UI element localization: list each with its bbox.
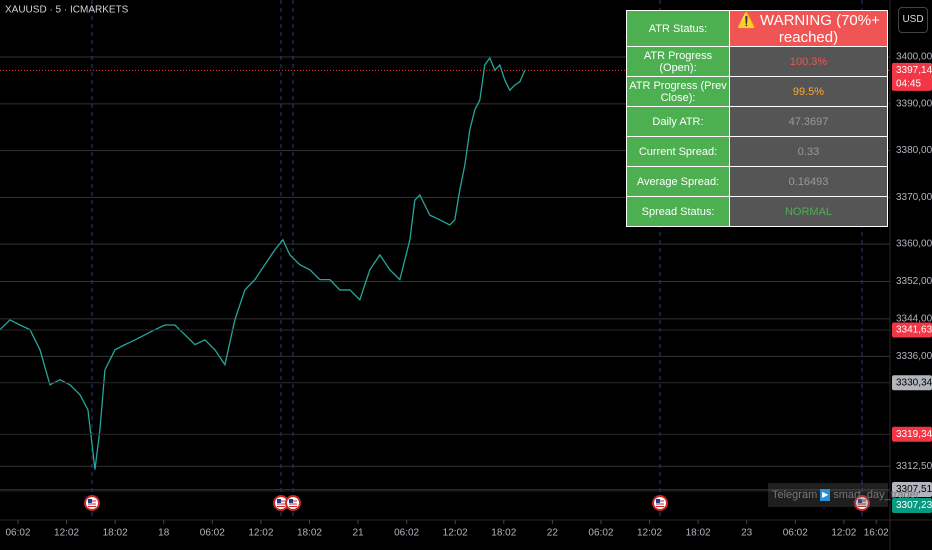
atr-label: Spread Status: xyxy=(626,196,730,227)
y-tick-label: 3370,00 xyxy=(896,192,932,203)
watermark-site: Telegram xyxy=(772,489,818,501)
price-countdown: 04:45 xyxy=(896,79,921,90)
x-tick-label: 06:02 xyxy=(200,528,225,539)
x-tick-label: 06:02 xyxy=(394,528,419,539)
atr-value: 0.16493 xyxy=(729,166,888,197)
grid xyxy=(0,56,890,467)
currency-button[interactable]: USD xyxy=(898,7,928,33)
atr-value: NORMAL xyxy=(729,196,888,227)
x-tick-label: 12:02 xyxy=(637,528,662,539)
event-flag[interactable] xyxy=(854,495,870,511)
atr-value: 0.33 xyxy=(729,136,888,167)
price-tag-label: 3319,34 xyxy=(896,429,932,440)
event-flag[interactable] xyxy=(652,495,668,511)
price-tag-label: 3397,14 xyxy=(896,65,932,76)
chart-title: XAUUSD · 5 · ICMARKETS xyxy=(5,5,129,16)
atr-row: ATR Progress (Prev Close): 99.5% xyxy=(626,76,888,107)
x-tick-label: 18 xyxy=(158,528,170,539)
price-tag-label: 3307,23 xyxy=(896,500,932,511)
x-tick-label: 21 xyxy=(352,528,364,539)
atr-row: Daily ATR: 47.3697 xyxy=(626,106,888,137)
x-tick-label: 12:02 xyxy=(443,528,468,539)
y-tick-label: 3400,00 xyxy=(896,52,932,63)
event-lines xyxy=(91,0,863,520)
x-tick-label: 22 xyxy=(547,528,559,539)
atr-label: Average Spread: xyxy=(626,166,730,197)
y-tick-label: 3336,00 xyxy=(896,351,932,362)
price-tag xyxy=(892,322,932,338)
event-flag[interactable] xyxy=(285,495,301,511)
x-tick-label: 12:02 xyxy=(248,528,273,539)
y-tick-label: 3360,00 xyxy=(896,239,932,250)
atr-label: Current Spread: xyxy=(626,136,730,167)
atr-label: ATR Status: xyxy=(626,10,730,47)
atr-row: Average Spread: 0.16493 xyxy=(626,166,888,197)
x-tick-label: 06:02 xyxy=(783,528,808,539)
price-tag xyxy=(892,375,932,391)
atr-row: Spread Status: NORMAL xyxy=(626,196,888,227)
y-tick-label: 3352,00 xyxy=(896,276,932,287)
axes: 3400,00 3390,00 3380,00 3370,00 3360,00 3352,… xyxy=(5,52,932,539)
event-flag[interactable] xyxy=(84,495,100,511)
atr-label: Daily ATR: xyxy=(626,106,730,137)
x-tick-label: 12:02 xyxy=(831,528,856,539)
atr-value: ⚠️ WARNING (70%+ reached) xyxy=(729,10,888,47)
price-tag-label: 3307,51 xyxy=(896,484,932,495)
x-tick-label: 12:02 xyxy=(54,528,79,539)
atr-value: 47.3697 xyxy=(729,106,888,137)
y-tick-label: 3312,50 xyxy=(896,461,932,472)
y-tick-label: 3380,00 xyxy=(896,145,932,156)
price-tag-label: 3330,34 xyxy=(896,377,932,388)
x-tick-label: 16:02 xyxy=(864,528,889,539)
atr-row: ATR Status: ⚠️ WARNING (70%+ reached) xyxy=(626,10,888,47)
x-tick-label: 18:02 xyxy=(103,528,128,539)
atr-row: Current Spread: 0.33 xyxy=(626,136,888,167)
price-line xyxy=(0,56,526,470)
watermark: Telegram ▶ smart_day_trader xyxy=(768,483,919,507)
atr-value: 100.3% xyxy=(729,46,888,77)
atr-row: ATR Progress (Open): 100.3% xyxy=(626,46,888,77)
y-tick-label: 3344,00 xyxy=(896,314,932,325)
x-tick-label: 23 xyxy=(741,528,753,539)
price-tag xyxy=(892,62,932,91)
atr-table: ATR Status: ⚠️ WARNING (70%+ reached) ATR … xyxy=(626,10,888,227)
price-tag xyxy=(892,426,932,442)
atr-label: ATR Progress (Prev Close): xyxy=(626,76,730,107)
price-tag xyxy=(892,482,932,498)
atr-label: ATR Progress (Open): xyxy=(626,46,730,77)
atr-value: 99.5% xyxy=(729,76,888,107)
event-flags[interactable] xyxy=(84,495,870,511)
x-tick-label: 06:02 xyxy=(5,528,30,539)
price-tag xyxy=(892,498,932,514)
y-tick-label: 3390,00 xyxy=(896,98,932,109)
price-tag-label: 3341,63 xyxy=(896,325,932,336)
watermark-handle: smart_day_trader xyxy=(833,489,920,501)
x-tick-label: 18:02 xyxy=(491,528,516,539)
x-tick-label: 18:02 xyxy=(686,528,711,539)
event-flag[interactable] xyxy=(273,495,289,511)
x-tick-label: 18:02 xyxy=(297,528,322,539)
x-tick-label: 06:02 xyxy=(588,528,613,539)
watermark-icon: ▶ xyxy=(820,489,831,502)
